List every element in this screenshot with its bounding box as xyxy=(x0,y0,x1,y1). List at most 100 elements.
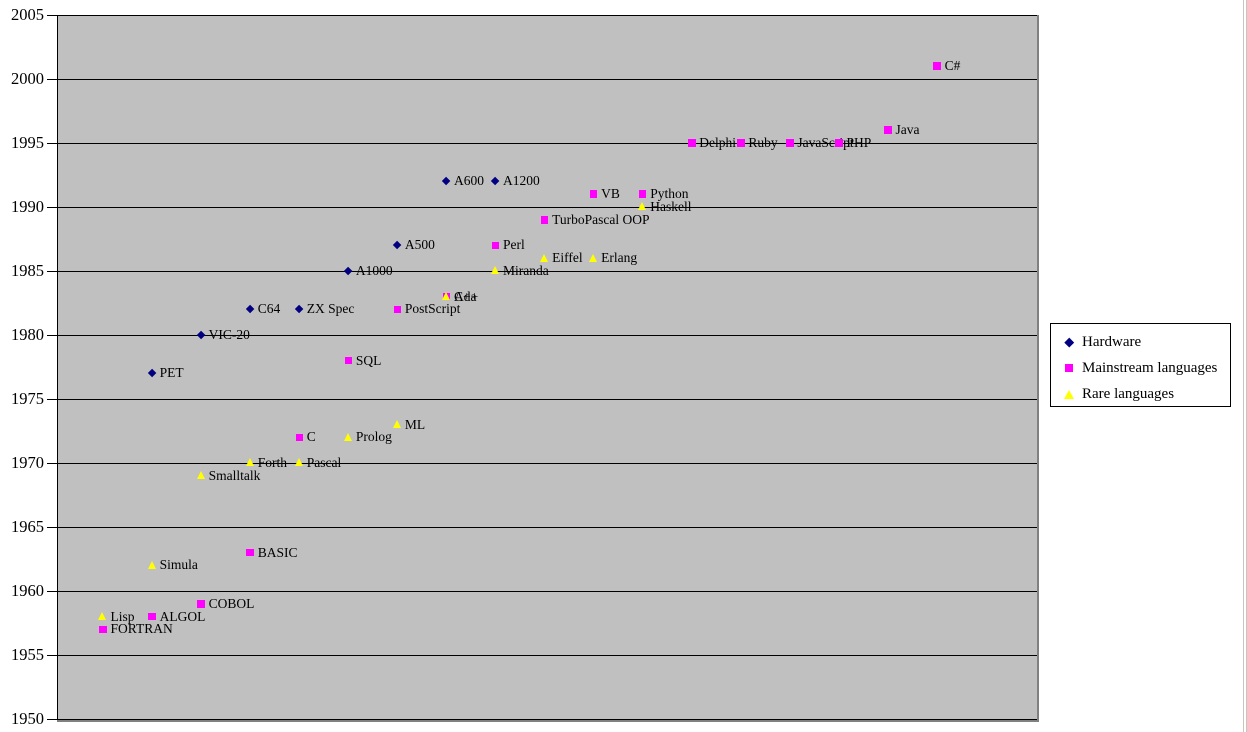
y-axis-tick xyxy=(47,527,57,528)
y-axis-tick xyxy=(47,719,57,720)
point-ada-label: Ada xyxy=(453,288,477,304)
point-sql-marker xyxy=(344,356,353,365)
point-ml-marker xyxy=(392,420,401,428)
point-miranda-label: Miranda xyxy=(503,263,549,278)
point-miranda-marker xyxy=(490,266,499,275)
legend-label: Mainstream languages xyxy=(1082,360,1218,376)
legend-label: Rare languages xyxy=(1082,386,1175,402)
point-erlang-label: Erlang xyxy=(601,250,638,266)
point-pascal-label: Pascal xyxy=(306,455,342,470)
point-delphi-label: Delphi xyxy=(699,135,737,150)
gridline-1955 xyxy=(57,655,1037,656)
point-fortran-marker xyxy=(99,625,107,634)
gridline-1985 xyxy=(57,271,1037,272)
gridline-1960 xyxy=(57,591,1037,592)
point-haskell-label: Haskell xyxy=(650,199,692,214)
gridline-1980 xyxy=(57,335,1037,336)
y-axis-tick xyxy=(47,335,57,336)
point-vic-20-label: VIC-20 xyxy=(208,327,250,342)
y-axis-label-2000: 2000 xyxy=(11,69,44,88)
y-axis-label-1980: 1980 xyxy=(11,325,44,344)
point-erlang-marker xyxy=(589,253,598,262)
point-java-label: Java xyxy=(895,122,920,138)
point-c-label: C# xyxy=(944,58,961,74)
y-axis-label-1965: 1965 xyxy=(11,517,44,536)
y-axis-line xyxy=(57,15,58,720)
gridline-1965 xyxy=(57,527,1037,528)
y-axis-label-2005: 2005 xyxy=(11,5,44,24)
point-basic-marker xyxy=(246,548,254,557)
point-a1200-label: A1200 xyxy=(503,173,540,189)
y-axis-label-1990: 1990 xyxy=(11,197,44,216)
point-pascal-marker xyxy=(294,458,303,467)
point-delphi-marker xyxy=(688,139,696,147)
legend-item-mainstream-languages: Mainstream languages xyxy=(1051,355,1230,381)
gridline-1950 xyxy=(57,719,1037,720)
point-a500-label: A500 xyxy=(404,237,435,253)
y-axis-label-1975: 1975 xyxy=(11,389,44,408)
y-axis-tick xyxy=(47,399,57,400)
point-java-marker xyxy=(884,126,892,134)
point-javascript-marker xyxy=(786,139,794,147)
gridline-1990 xyxy=(57,207,1037,208)
point-php-marker xyxy=(835,139,843,147)
point-python-marker xyxy=(638,190,647,198)
y-axis-tick xyxy=(47,591,57,592)
point-basic-label: BASIC xyxy=(257,544,298,560)
point-postscript-marker xyxy=(393,305,402,314)
y-axis-label-1970: 1970 xyxy=(11,453,44,472)
point-php-label: PHP xyxy=(846,135,872,150)
point-cobol-marker xyxy=(197,600,205,608)
y-axis-label-1960: 1960 xyxy=(11,581,44,600)
legend-item-rare-languages: Rare languages xyxy=(1051,381,1230,407)
y-axis-tick xyxy=(47,655,57,656)
y-axis-tick xyxy=(47,463,57,464)
point-smalltalk-marker xyxy=(196,471,205,480)
point-turbopascal-oop-label: TurboPascal OOP xyxy=(552,211,650,227)
point-smalltalk-label: Smalltalk xyxy=(208,467,261,483)
point-vb-marker xyxy=(589,190,598,198)
point-c-label: C++ xyxy=(453,288,479,304)
point-forth-label: Forth xyxy=(257,455,287,470)
point-ml-label: ML xyxy=(404,416,426,432)
plot-area xyxy=(57,15,1039,722)
y-axis-tick xyxy=(47,79,57,80)
gridline-2005 xyxy=(57,15,1037,16)
y-axis-label-1985: 1985 xyxy=(11,261,44,280)
point-forth-marker xyxy=(245,458,254,467)
y-axis-tick xyxy=(47,143,57,144)
point-ada-marker xyxy=(441,292,450,300)
point-lisp-marker xyxy=(98,612,107,620)
square-icon xyxy=(1060,364,1078,372)
triangle-icon xyxy=(1060,389,1078,399)
gridline-1995 xyxy=(57,143,1037,144)
legend-label: Hardware xyxy=(1082,334,1142,350)
point-simula-label: Simula xyxy=(159,557,198,573)
point-a600-label: A600 xyxy=(453,173,484,189)
point-algol-label: ALGOL xyxy=(159,608,206,624)
point-eiffel-marker xyxy=(540,253,548,262)
point-a1000-label: A1000 xyxy=(355,263,393,278)
point-pet-label: PET xyxy=(159,365,184,381)
gridline-2000 xyxy=(57,79,1037,80)
point-fortran-label: FORTRAN xyxy=(110,621,173,637)
point-cobol-label: COBOL xyxy=(208,595,255,611)
y-axis-tick xyxy=(47,15,57,16)
point-ruby-label: Ruby xyxy=(748,135,778,150)
point-prolog-marker xyxy=(343,432,352,441)
point-perl-marker xyxy=(491,241,500,250)
gridline-1975 xyxy=(57,399,1037,400)
point-simula-marker xyxy=(147,560,156,569)
point-c-label: C xyxy=(306,429,316,445)
gridline-1970 xyxy=(57,463,1037,464)
point-perl-label: Perl xyxy=(503,237,525,253)
point-turbopascal-oop-marker xyxy=(540,216,549,224)
y-axis-tick xyxy=(47,207,57,208)
point-zx-spec-label: ZX Spec xyxy=(306,301,355,317)
y-axis-label-1950: 1950 xyxy=(11,709,44,728)
